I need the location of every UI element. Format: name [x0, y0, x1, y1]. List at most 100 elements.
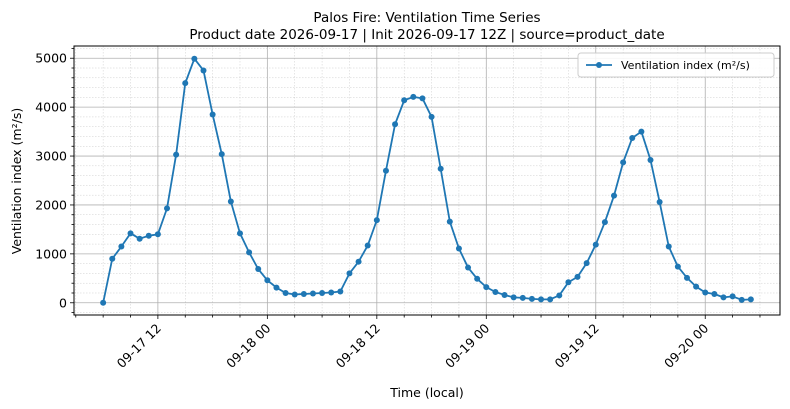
data-point	[501, 291, 508, 298]
data-point	[382, 167, 389, 174]
data-point	[328, 289, 335, 296]
data-point	[209, 111, 216, 118]
y-tick-label: 1000	[35, 246, 67, 261]
data-point	[729, 293, 736, 300]
chart-title: Palos Fire: Ventilation Time Series Prod…	[189, 10, 664, 43]
data-point	[100, 299, 107, 306]
x-axis-label: Time (local)	[389, 385, 463, 400]
minor-grid	[74, 46, 780, 315]
data-point	[145, 232, 152, 239]
data-point	[346, 270, 353, 277]
data-point	[565, 279, 572, 286]
data-point	[683, 274, 690, 281]
y-tick-label: 2000	[35, 197, 67, 212]
data-point	[428, 113, 435, 120]
x-tick-label: 09-17 12	[114, 321, 164, 371]
data-point	[200, 67, 207, 74]
data-point	[154, 231, 161, 238]
data-point	[300, 290, 307, 297]
x-axis: 09-17 12 09-18 00 09-18 12 09-19 00 09-19 12…	[75, 315, 761, 371]
data-point	[364, 242, 371, 249]
y-tick-label: 0	[59, 295, 67, 310]
data-point	[246, 249, 253, 256]
data-point	[620, 159, 627, 166]
data-point	[483, 284, 490, 291]
legend-box	[577, 52, 775, 78]
x-tick-label: 09-19 00	[442, 320, 492, 370]
data-point	[118, 243, 125, 250]
data-point	[474, 275, 481, 282]
major-grid	[74, 46, 780, 315]
plot-area-frame	[73, 45, 781, 316]
series-group	[100, 55, 754, 306]
data-point	[410, 93, 417, 100]
data-point	[583, 260, 590, 267]
data-point	[455, 245, 462, 252]
legend-marker-swatch	[596, 62, 602, 68]
data-point	[236, 230, 243, 237]
y-axis-label: Ventilation index (m²/s)	[9, 108, 24, 254]
data-point	[638, 128, 645, 135]
data-point	[665, 243, 672, 250]
x-tick-label: 09-18 00	[223, 320, 273, 370]
data-point	[592, 241, 599, 248]
data-point	[264, 277, 271, 284]
data-point	[437, 165, 444, 172]
data-point	[510, 294, 517, 301]
data-point	[711, 290, 718, 297]
y-tick-label: 5000	[35, 51, 67, 66]
data-point	[401, 97, 408, 104]
data-point	[291, 291, 298, 298]
data-point	[218, 151, 225, 158]
y-tick-label: 3000	[35, 149, 67, 164]
data-point	[693, 283, 700, 290]
chart-title-line-2: Product date 2026-09-17 | Init 2026-09-1…	[189, 27, 664, 43]
data-point	[136, 235, 143, 242]
data-point	[309, 290, 316, 297]
data-point	[538, 296, 545, 303]
chart-title-line-1: Palos Fire: Ventilation Time Series	[313, 10, 540, 26]
data-point	[647, 156, 654, 163]
data-point	[227, 198, 234, 205]
data-point	[191, 55, 198, 62]
series-line	[102, 57, 751, 303]
data-point	[319, 289, 326, 296]
data-point	[337, 288, 344, 295]
data-point	[355, 258, 362, 265]
data-point	[738, 296, 745, 303]
data-point	[164, 205, 171, 212]
data-point	[127, 230, 134, 237]
data-point	[109, 255, 116, 262]
data-point	[656, 199, 663, 206]
data-point	[465, 264, 472, 271]
data-point	[747, 296, 754, 303]
data-point	[446, 218, 453, 225]
legend-entry-label: Ventilation index (m²/s)	[621, 59, 750, 72]
data-point	[547, 296, 554, 303]
x-tick-label: 09-19 12	[552, 321, 602, 371]
data-point	[492, 289, 499, 296]
y-tick-label: 4000	[35, 100, 67, 115]
data-point	[419, 95, 426, 102]
legend: Ventilation index (m²/s)	[577, 52, 775, 78]
x-tick-label: 09-18 12	[333, 321, 383, 371]
data-point	[601, 219, 608, 226]
data-point	[373, 217, 380, 224]
data-point	[556, 292, 563, 299]
data-point	[282, 289, 289, 296]
x-tick-label: 09-20 00	[661, 320, 711, 370]
data-point	[173, 151, 180, 158]
data-point	[182, 80, 189, 87]
data-point	[255, 266, 262, 273]
data-point	[519, 294, 526, 301]
data-point	[674, 263, 681, 270]
data-point	[392, 121, 399, 128]
data-point	[702, 289, 709, 296]
data-point	[629, 134, 636, 141]
data-point	[574, 273, 581, 280]
data-point	[611, 192, 618, 199]
data-point	[273, 284, 280, 291]
data-point	[720, 294, 727, 301]
data-point	[528, 295, 535, 302]
